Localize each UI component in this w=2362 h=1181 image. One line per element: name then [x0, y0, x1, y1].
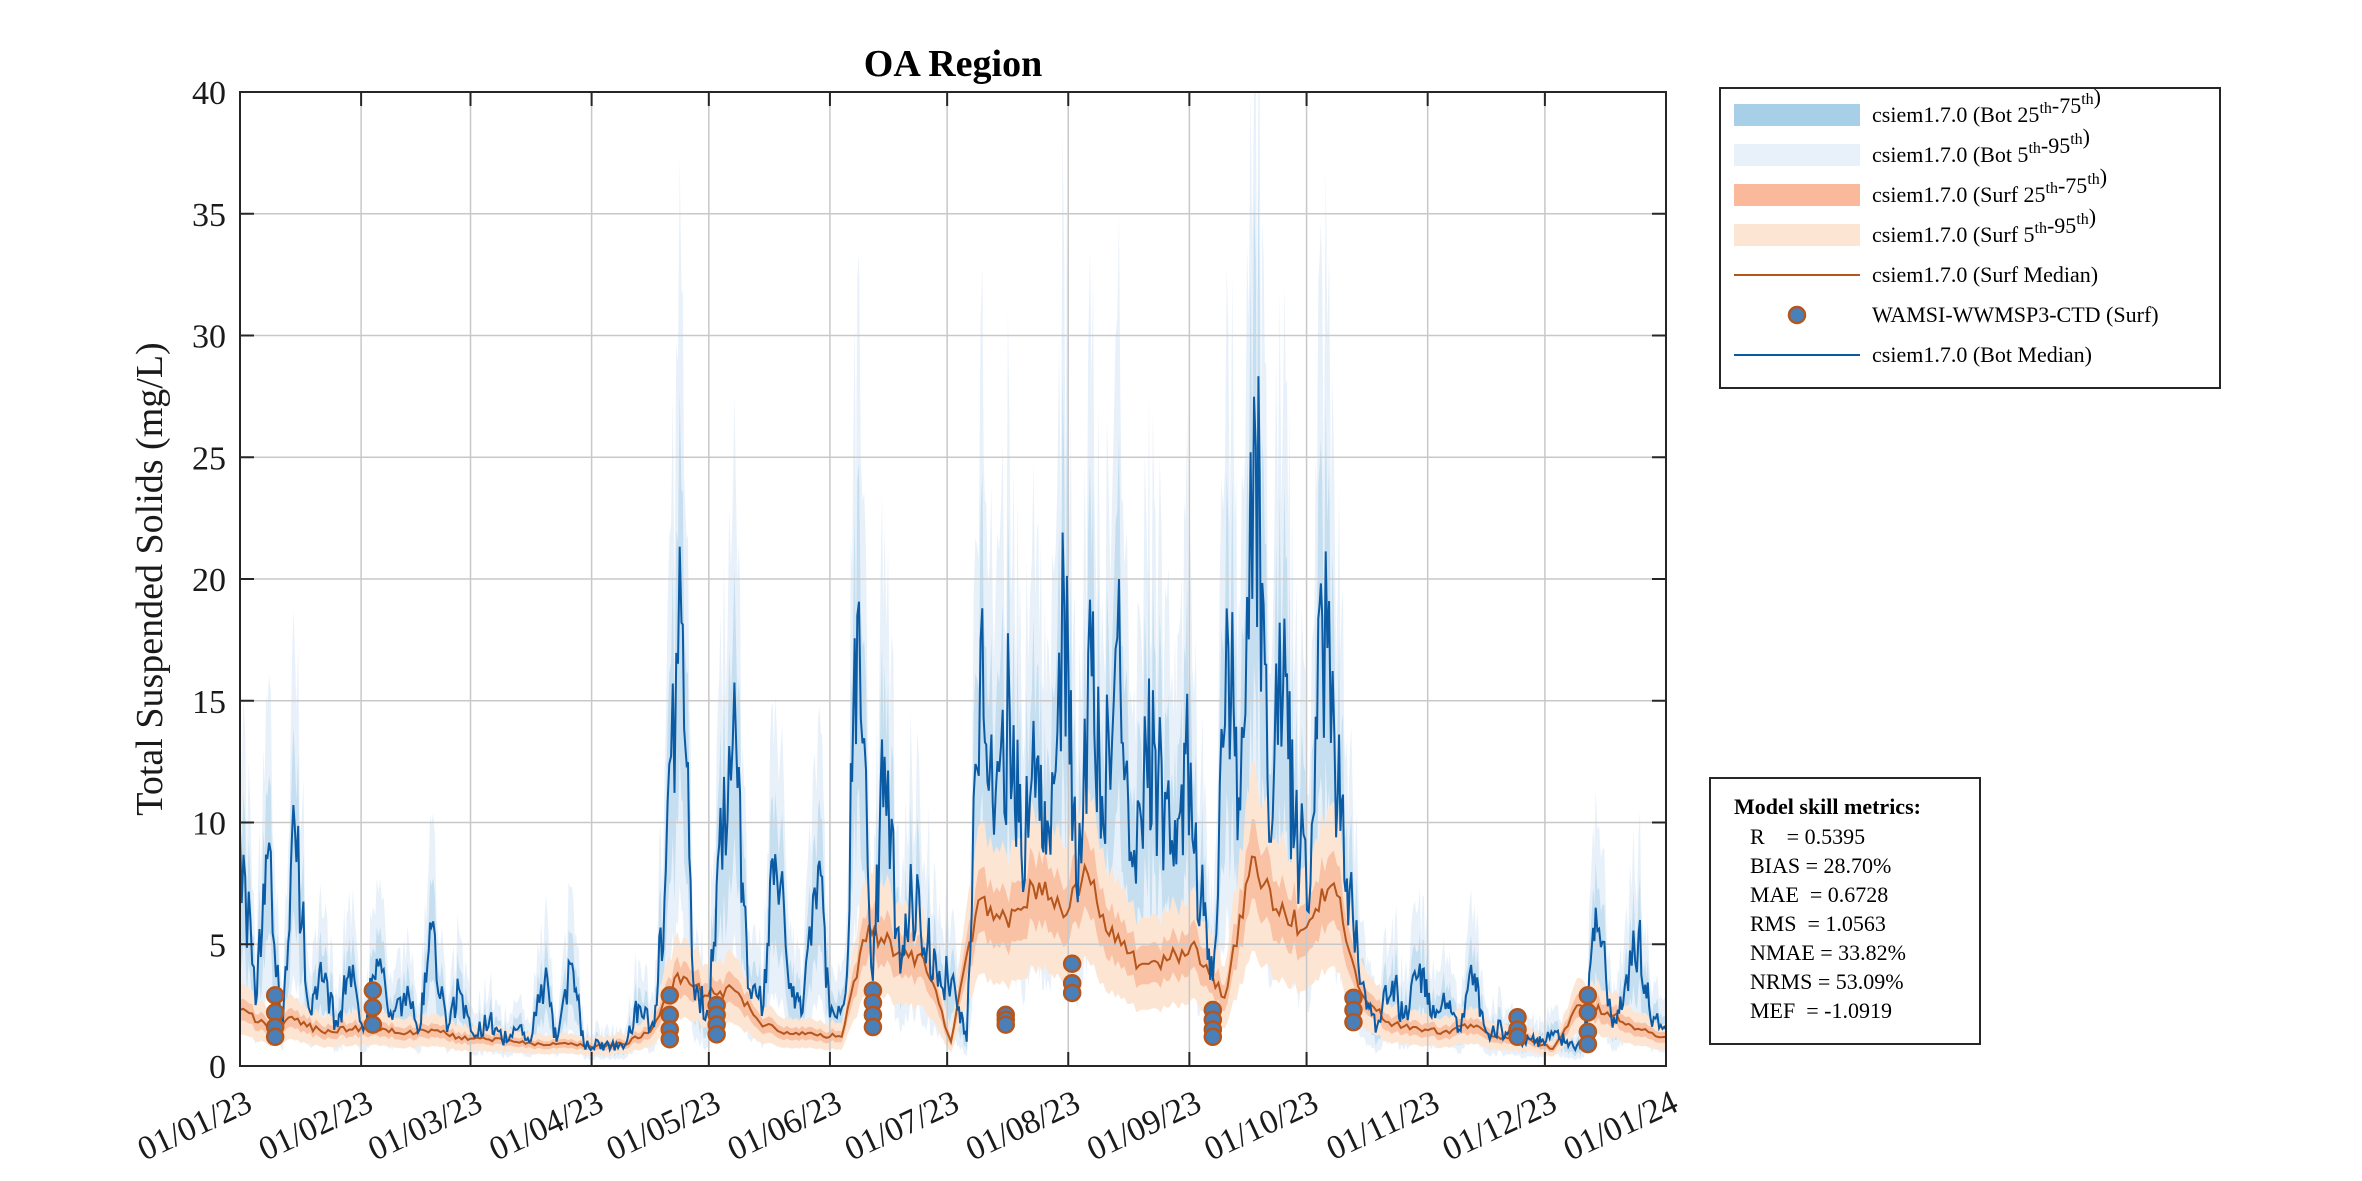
- observation-point: [1062, 983, 1082, 1003]
- observation-point: [363, 981, 383, 1000]
- bot-5-95-band: [240, 92, 1666, 1061]
- metrics-line: BIAS = 28.70%: [1750, 853, 1891, 878]
- legend-label: csiem1.7.0 (Bot Median): [1872, 342, 2092, 367]
- legend-text-part: csiem1.7.0 (Bot 25: [1872, 102, 2039, 127]
- observation-point: [1578, 986, 1598, 1005]
- legend-text-part: ): [2083, 124, 2090, 149]
- legend: csiem1.7.0 (Bot 25th-75th)csiem1.7.0 (Bo…: [1719, 84, 2221, 389]
- legend-superscript: th: [2035, 220, 2047, 237]
- legend-label: csiem1.7.0 (Bot 25th-75th): [1872, 84, 2101, 127]
- legend-text-part: ): [2094, 84, 2101, 109]
- observation-point: [265, 986, 285, 1005]
- legend-text-part: ): [2100, 164, 2107, 189]
- chart-title: OA Region: [864, 43, 1042, 85]
- y-tick-label: 30: [192, 319, 226, 356]
- observation-point: [707, 1025, 726, 1044]
- grid-lines: [240, 92, 1666, 1066]
- legend-superscript: th: [2076, 211, 2088, 228]
- y-tick-label: 0: [209, 1049, 226, 1086]
- legend-superscript: th: [2070, 131, 2082, 148]
- legend-swatch: [1734, 144, 1860, 166]
- observation-point: [1062, 954, 1082, 973]
- legend-superscript: th: [2039, 100, 2051, 117]
- observation-point: [996, 1015, 1015, 1034]
- observation-point: [660, 986, 680, 1005]
- y-tick-label: 35: [192, 197, 226, 234]
- legend-superscript: th: [2046, 180, 2058, 197]
- metrics-line: MAE = 0.6728: [1750, 882, 1888, 907]
- observation-point: [1578, 1003, 1598, 1022]
- observation-point: [265, 1027, 285, 1047]
- surf-median-line: [239, 855, 1667, 1051]
- legend-text-part: -75: [2058, 173, 2087, 198]
- legend-text-part: csiem1.7.0 (Bot 5: [1872, 142, 2028, 167]
- legend-marker: [1787, 305, 1807, 325]
- metrics-frame: [1709, 777, 1981, 1045]
- legend-label: WAMSI-WWMSP3-CTD (Surf): [1872, 302, 2159, 327]
- y-tick-label: 15: [192, 684, 226, 721]
- observation-point: [1344, 1012, 1363, 1032]
- legend-text-part: csiem1.7.0 (Surf 25: [1872, 182, 2046, 207]
- legend-text-part: ): [2089, 204, 2096, 229]
- y-axis-label: Total Suspended Solids (mg/L): [129, 342, 171, 815]
- median-lines: [239, 376, 1667, 1054]
- bot-25-75-band: [240, 169, 1666, 1057]
- legend-text-part: csiem1.7.0 (Surf 5: [1872, 222, 2035, 247]
- legend-text-part: -95: [2041, 133, 2070, 158]
- observation-point: [660, 1029, 680, 1049]
- legend-label: csiem1.7.0 (Surf 5th-95th): [1872, 204, 2096, 247]
- metrics-heading: Model skill metrics:: [1734, 794, 1921, 819]
- observation-point: [863, 1017, 883, 1037]
- legend-swatch: [1734, 224, 1860, 246]
- legend-label: csiem1.7.0 (Bot 5th-95th): [1872, 124, 2090, 167]
- observation-point: [1578, 1034, 1598, 1054]
- legend-label: csiem1.7.0 (Surf Median): [1872, 262, 2098, 287]
- y-tick-label: 25: [192, 440, 226, 477]
- metrics-line: R = 0.5395: [1750, 824, 1865, 849]
- legend-swatch: [1734, 104, 1860, 126]
- legend-superscript: th: [2028, 140, 2040, 157]
- observation-point: [1203, 1027, 1223, 1047]
- observation-point: [363, 998, 383, 1017]
- legend-swatch: [1734, 184, 1860, 206]
- metrics-line: RMS = 1.0563: [1750, 911, 1886, 936]
- y-tick-label: 40: [192, 75, 226, 112]
- y-tick-label: 5: [209, 927, 226, 964]
- legend-superscript: th: [2087, 171, 2099, 188]
- metrics-line: NRMS = 53.09%: [1750, 969, 1904, 994]
- legend-superscript: th: [2081, 91, 2093, 108]
- metrics-line: MEF = -1.0919: [1750, 998, 1892, 1023]
- surf-5-95-band: [240, 762, 1666, 1057]
- legend-text-part: -95: [2047, 213, 2076, 238]
- skill-metrics-box: Model skill metrics: R = 0.5395 BIAS = 28.…: [1709, 777, 1981, 1045]
- bot-median-line: [239, 376, 1667, 1054]
- y-tick-label: 10: [192, 806, 226, 843]
- y-tick-label: 20: [192, 562, 226, 599]
- observation-point: [1508, 1027, 1527, 1047]
- legend-label: csiem1.7.0 (Surf 25th-75th): [1872, 164, 2107, 207]
- observation-markers: [265, 954, 1598, 1054]
- observation-point: [363, 1015, 383, 1034]
- legend-text-part: -75: [2052, 93, 2081, 118]
- metrics-line: NMAE = 33.82%: [1750, 940, 1906, 965]
